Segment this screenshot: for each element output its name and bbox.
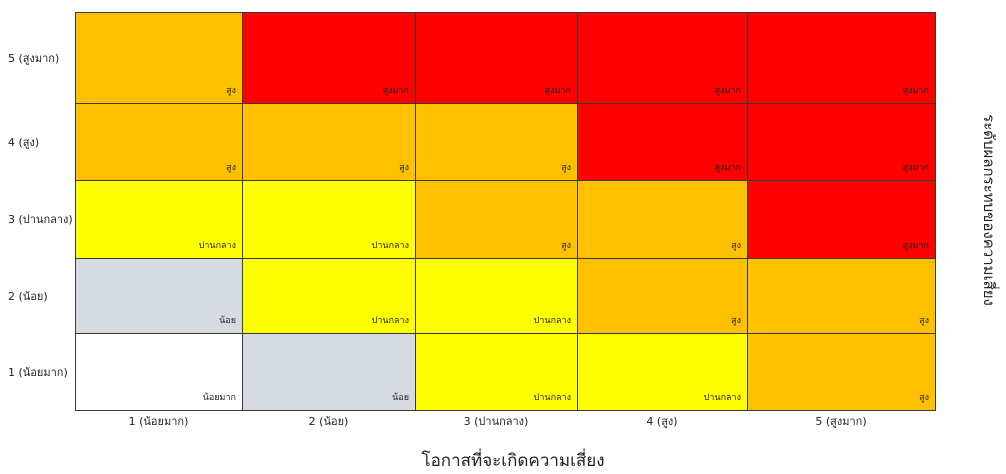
risk-cell: ปานกลาง — [415, 258, 578, 334]
risk-cell-label: ปานกลาง — [533, 316, 571, 326]
risk-cell-label: สูงมาก — [382, 86, 409, 96]
risk-cell-label: สูง — [731, 241, 741, 251]
x-tick-label: 4 (สูง) — [646, 415, 678, 428]
risk-cell: สูงมาก — [747, 12, 936, 104]
y-tick-label: 1 (น้อยมาก) — [8, 365, 68, 379]
risk-cell: สูงมาก — [747, 103, 936, 181]
risk-cell: สูง — [747, 333, 936, 411]
risk-cell: สูงมาก — [415, 12, 578, 104]
risk-cell-label: สูงมาก — [714, 163, 741, 173]
risk-cell-label: สูงมาก — [902, 86, 929, 96]
x-tick-label: 3 (ปานกลาง) — [463, 415, 529, 428]
risk-cell-label: สูงมาก — [902, 241, 929, 251]
risk-cell: สูงมาก — [242, 12, 416, 104]
risk-cell-label: สูงมาก — [714, 86, 741, 96]
risk-cell: สูง — [242, 103, 416, 181]
risk-cell: น้อย — [75, 258, 243, 334]
risk-cell: สูง — [415, 180, 578, 259]
risk-cell: สูง — [75, 12, 243, 104]
risk-cell: สูง — [747, 258, 936, 334]
risk-cell-label: ปานกลาง — [371, 241, 409, 251]
risk-cell-label: สูง — [731, 316, 741, 326]
risk-cell: สูงมาก — [577, 103, 748, 181]
x-tick-label: 5 (สูงมาก) — [815, 415, 867, 428]
risk-cell: ปานกลาง — [242, 180, 416, 259]
risk-cell-label: ปานกลาง — [703, 393, 741, 403]
risk-cell-label: สูงมาก — [544, 86, 571, 96]
risk-cell: ปานกลาง — [75, 180, 243, 259]
y-tick-label: 4 (สูง) — [8, 135, 40, 149]
risk-cell-label: ปานกลาง — [198, 241, 236, 251]
risk-cell: ปานกลาง — [577, 333, 748, 411]
risk-cell: ปานกลาง — [242, 258, 416, 334]
x-tick-label: 1 (น้อยมาก) — [128, 415, 189, 428]
risk-matrix: น้อยมาก น้อย ปานกลาง ปานกลาง สูง น้อย ปานกลางป… — [75, 12, 936, 411]
risk-cell: น้อยมาก — [75, 333, 243, 411]
risk-cell-label: ปานกลาง — [533, 393, 571, 403]
y-tick-label: 2 (น้อย) — [8, 289, 48, 303]
y-axis-label: ระดับผลกระทบของความเสี่ยง — [980, 114, 998, 306]
risk-cell-label: สูง — [919, 393, 929, 403]
risk-cell: สูง — [577, 180, 748, 259]
risk-cell: สูง — [75, 103, 243, 181]
y-tick-label: 5 (สูงมาก) — [8, 51, 60, 65]
y-tick-label: 3 (ปานกลาง) — [8, 213, 73, 226]
risk-cell: สูงมาก — [747, 180, 936, 259]
risk-cell-label: สูง — [399, 163, 409, 173]
risk-cell-label: สูงมาก — [902, 163, 929, 173]
risk-cell: ปานกลาง — [415, 333, 578, 411]
risk-cell: สูงมาก — [577, 12, 748, 104]
risk-cell-label: น้อย — [219, 316, 236, 326]
risk-cell-label: สูง — [226, 86, 236, 96]
risk-cell-label: น้อย — [392, 393, 409, 403]
x-axis-label: โอกาสที่จะเกิดความเสี่ยง — [421, 451, 605, 471]
risk-cell: สูง — [415, 103, 578, 181]
risk-cell: น้อย — [242, 333, 416, 411]
x-tick-label: 2 (น้อย) — [308, 415, 349, 428]
risk-cell-label: น้อยมาก — [202, 393, 236, 403]
risk-cell-label: สูง — [561, 241, 571, 251]
risk-cell-label: สูง — [561, 163, 571, 173]
risk-cell: สูง — [577, 258, 748, 334]
risk-cell-label: สูง — [919, 316, 929, 326]
risk-cell-label: สูง — [226, 163, 236, 173]
risk-cell-label: ปานกลาง — [371, 316, 409, 326]
